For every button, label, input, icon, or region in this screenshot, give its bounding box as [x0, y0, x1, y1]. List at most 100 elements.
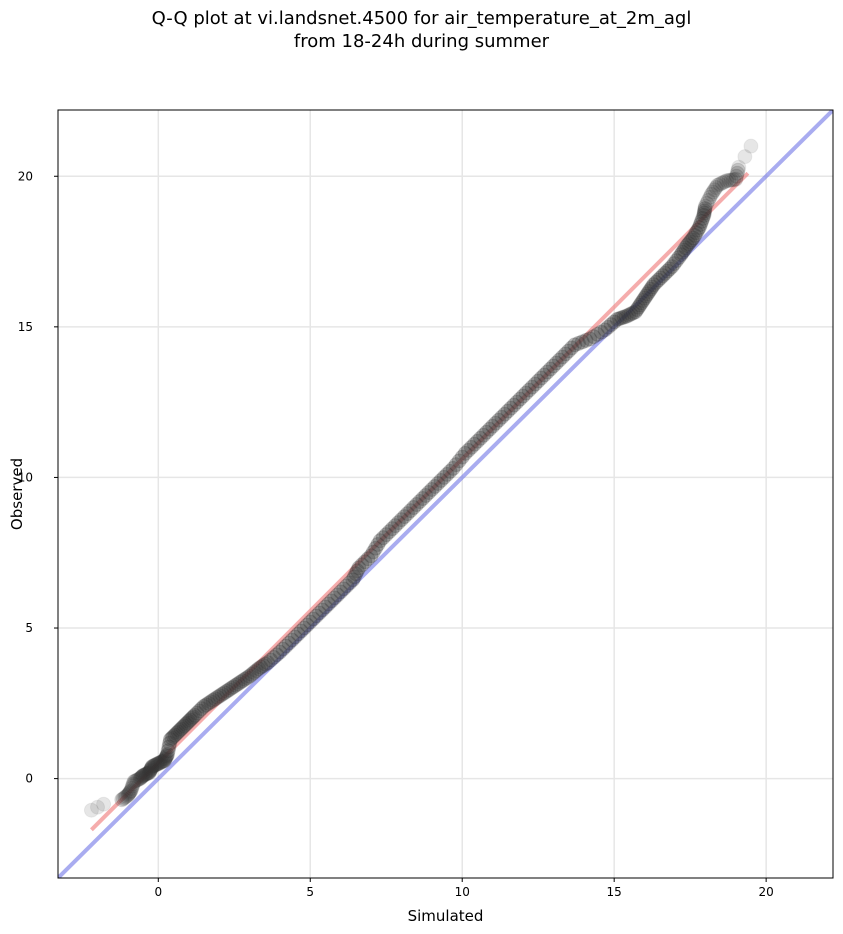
qq-point — [363, 548, 379, 564]
qq-point — [251, 661, 267, 677]
qq-point — [185, 709, 201, 725]
qq-point — [491, 412, 507, 428]
qq-point — [696, 207, 712, 223]
qq-point — [415, 491, 431, 507]
qq-point — [246, 664, 262, 680]
qq-point — [281, 635, 297, 651]
qq-point — [349, 563, 365, 579]
qq-point — [153, 754, 169, 770]
qq-point — [272, 644, 288, 660]
qq-point — [439, 466, 455, 482]
qq-point — [156, 753, 172, 769]
qq-point — [729, 165, 745, 181]
qq-point — [152, 755, 168, 771]
qq-point — [641, 283, 657, 299]
qq-point — [126, 774, 142, 790]
qq-point — [589, 326, 605, 342]
qq-point — [123, 783, 139, 799]
x-tick-label: 0 — [154, 885, 162, 899]
ticks: 0 5 10 15 20 0 5 10 15 20 — [18, 169, 774, 899]
qq-point — [536, 367, 552, 383]
qq-point — [330, 587, 346, 603]
qq-point — [137, 767, 153, 783]
qq-point — [314, 602, 330, 618]
qq-point — [339, 578, 355, 594]
grid — [58, 110, 833, 878]
qq-point — [616, 309, 632, 325]
qq-point — [357, 554, 373, 570]
qq-point — [697, 203, 713, 219]
qq-point — [646, 277, 662, 293]
qq-point — [630, 299, 646, 315]
x-tick-label: 20 — [758, 885, 773, 899]
qq-point — [570, 335, 586, 351]
qq-point — [205, 692, 221, 708]
qq-point — [235, 673, 251, 689]
qq-point — [255, 658, 271, 674]
qq-point — [165, 728, 181, 744]
qq-point — [691, 219, 707, 235]
qq-point — [551, 352, 567, 368]
qq-point — [173, 721, 189, 737]
qq-point — [666, 256, 682, 272]
qq-point — [611, 311, 627, 327]
qq-point — [582, 331, 598, 347]
qq-point — [232, 674, 248, 690]
chart-title: Q-Q plot at vi.landsnet.4500 for air_tem… — [151, 8, 692, 29]
qq-point — [671, 250, 687, 266]
qq-point — [597, 322, 613, 338]
qq-point — [133, 770, 149, 786]
qq-point — [705, 184, 721, 200]
qq-point — [629, 302, 645, 318]
qq-point — [345, 572, 361, 588]
qq-point — [728, 171, 744, 187]
qq-point — [150, 756, 166, 772]
qq-point — [618, 308, 634, 324]
qq-point — [138, 766, 154, 782]
qq-point — [160, 743, 176, 759]
qq-point — [479, 424, 495, 440]
qq-point — [662, 261, 678, 277]
qq-point — [424, 481, 440, 497]
qq-point — [648, 274, 664, 290]
qq-point — [299, 617, 315, 633]
qq-point — [134, 768, 150, 784]
qq-point — [210, 689, 226, 705]
qq-point — [244, 666, 260, 682]
qq-point — [451, 453, 467, 469]
qq-point — [558, 346, 574, 362]
qq-point — [146, 758, 162, 774]
qq-point — [702, 189, 718, 205]
qq-point — [603, 317, 619, 333]
qq-point — [336, 581, 352, 597]
qq-point — [542, 361, 558, 377]
fit-line — [90, 171, 750, 832]
qq-point — [387, 518, 403, 534]
qq-point — [381, 524, 397, 540]
qq-point — [317, 599, 333, 615]
qq-point — [162, 735, 178, 751]
qq-point — [697, 201, 713, 217]
qq-point — [178, 716, 194, 732]
qq-point — [659, 263, 675, 279]
qq-point — [96, 796, 112, 812]
qq-point — [463, 439, 479, 455]
x-tick-label: 10 — [455, 885, 470, 899]
qq-point — [555, 349, 571, 365]
qq-point — [494, 409, 510, 425]
qq-point — [147, 757, 163, 773]
qq-point — [635, 292, 651, 308]
qq-point — [196, 698, 212, 714]
qq-point — [687, 227, 703, 243]
qq-point — [182, 712, 198, 728]
qq-point — [257, 656, 273, 672]
qq-point — [527, 376, 543, 392]
qq-point — [621, 307, 637, 323]
qq-point — [637, 290, 653, 306]
qq-point — [378, 527, 394, 543]
qq-point — [682, 234, 698, 250]
qq-point — [418, 488, 434, 504]
qq-point — [118, 788, 134, 804]
y-tick-label: 5 — [25, 621, 33, 635]
qq-point — [500, 403, 516, 419]
